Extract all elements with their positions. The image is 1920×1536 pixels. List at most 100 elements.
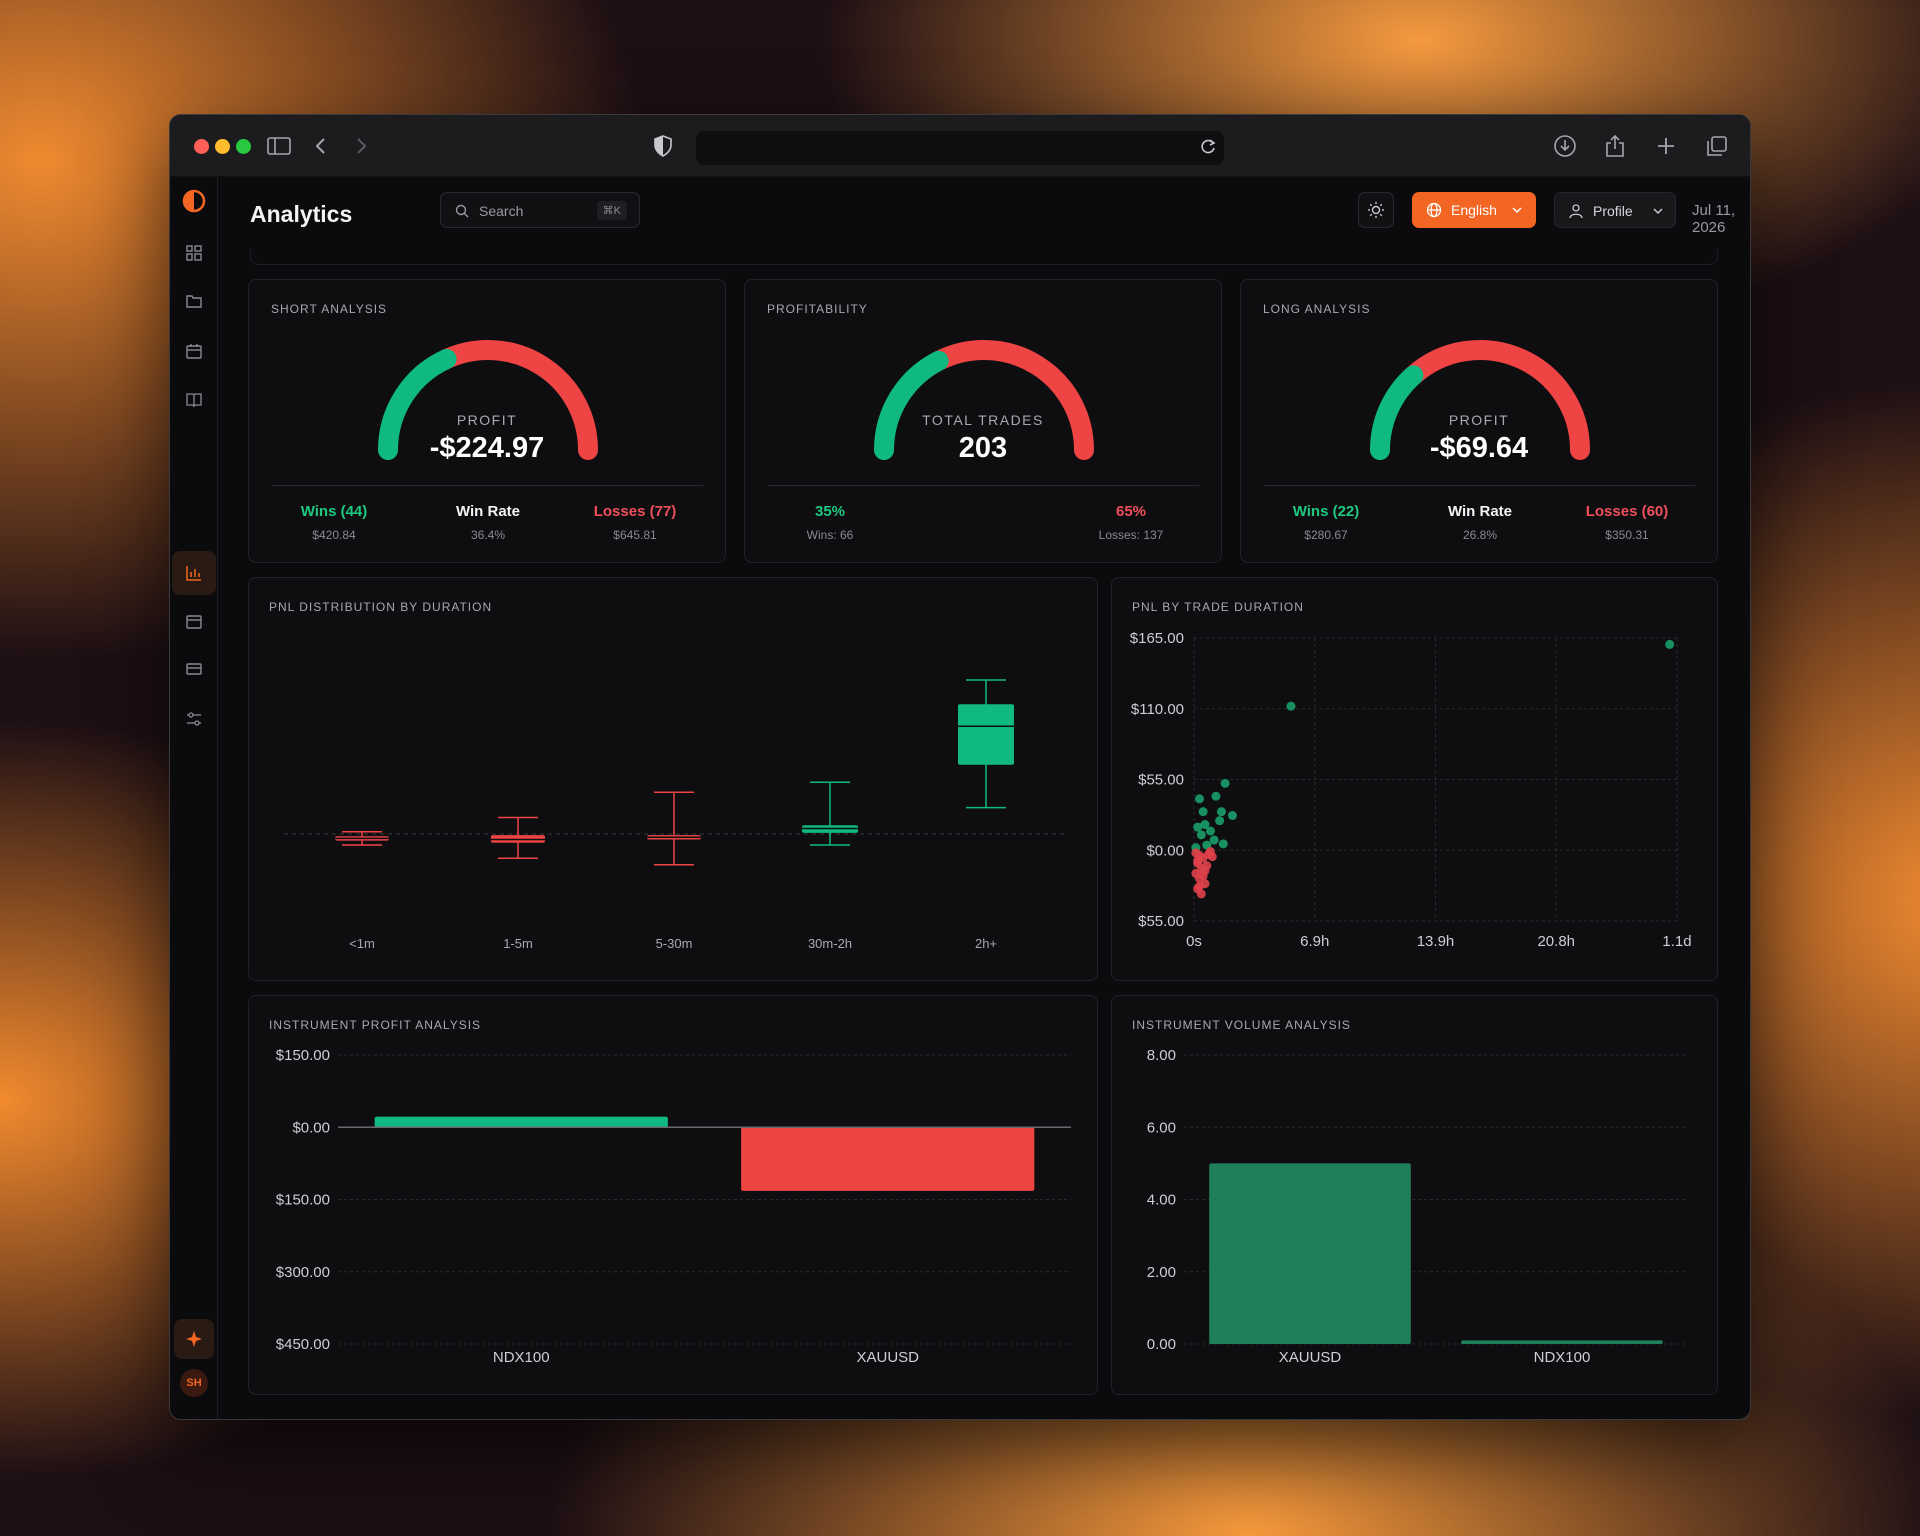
long-gauge: [1370, 340, 1590, 460]
x-tick-label: 5-30m: [656, 936, 693, 951]
back-icon[interactable]: [306, 131, 336, 161]
journal-book-icon[interactable]: [182, 387, 206, 411]
user-icon: [1569, 204, 1583, 219]
instrument-profit-chart: $150.00 $0.00 $150.00 $300.00 $450.00 NDX100 X…: [276, 1047, 1071, 1366]
chart-title: PNL DISTRIBUTION BY DURATION: [269, 600, 493, 614]
x-tick-label: 0s: [1186, 933, 1202, 950]
download-icon[interactable]: [1550, 131, 1580, 161]
x-tick-label: <1m: [349, 936, 375, 951]
calendar-icon[interactable]: [182, 339, 206, 363]
analytics-icon[interactable]: [182, 561, 206, 585]
settings-sliders-icon[interactable]: [182, 707, 206, 731]
losses-pct: 65%: [1115, 503, 1147, 520]
logo-icon[interactable]: [182, 189, 206, 213]
scatter-point: [1216, 807, 1226, 817]
y-tick-label: $0.00: [1146, 842, 1184, 859]
sidebar-toggle-icon[interactable]: [264, 131, 294, 161]
gauge-center-label: TOTAL TRADES: [922, 412, 1044, 428]
win-rate-value: 26.8%: [1462, 528, 1498, 542]
app-header: Analytics Search ⌘K English Profile Jul …: [218, 177, 1750, 249]
avatar[interactable]: SH: [180, 1369, 208, 1397]
x-tick-label: 20.8h: [1537, 933, 1575, 950]
browser-titlebar: [170, 115, 1750, 177]
divider: [271, 485, 703, 486]
sparkle-icon: [186, 1331, 202, 1347]
close-window-button[interactable]: [194, 139, 209, 154]
scatter-point: [1227, 811, 1237, 821]
gauge-win-arc: [378, 348, 457, 460]
y-tick-label: $110.00: [1131, 701, 1184, 718]
profile-dropdown[interactable]: Profile: [1554, 192, 1676, 228]
search-placeholder: Search: [479, 203, 524, 219]
card-title: SHORT ANALYSIS: [271, 302, 388, 316]
scatter-point: [1215, 816, 1225, 826]
divider: [767, 485, 1199, 486]
y-tick-label: 8.00: [1147, 1047, 1176, 1064]
instrument-volume-chart: 8.00 6.00 4.00 2.00 0.00 XAUUSD NDX100: [1147, 1047, 1688, 1366]
win-rate-stat: Win Rate 26.8%: [1400, 503, 1560, 542]
chart-title: PNL BY TRADE DURATION: [1132, 600, 1304, 614]
app-sidebar: SH: [170, 177, 218, 1419]
x-tick-label: 1.1d: [1662, 933, 1691, 950]
minimize-window-button[interactable]: [215, 139, 230, 154]
gauge-loss-arc: [928, 340, 1094, 460]
search-shortcut: ⌘K: [596, 201, 627, 220]
tab-overview-icon[interactable]: [1702, 131, 1732, 161]
zoom-window-button[interactable]: [236, 139, 251, 154]
long-analysis-card: LONG ANALYSIS PROFIT -$69.64 Wins (22) $…: [1240, 279, 1718, 563]
x-tick-label: 2h+: [975, 936, 997, 951]
scatter-point: [1193, 822, 1203, 832]
dashboard-icon[interactable]: [182, 241, 206, 265]
bar: [741, 1127, 1035, 1191]
y-tick-label: 4.00: [1147, 1192, 1176, 1209]
sidebar-active-indicator: [172, 551, 216, 595]
theme-toggle-button[interactable]: [1358, 192, 1394, 228]
search-input[interactable]: Search ⌘K: [440, 192, 640, 228]
schedule-icon[interactable]: [182, 609, 206, 633]
gauge-center-value: -$224.97: [429, 432, 545, 464]
short-gauge: [378, 340, 598, 460]
box-iqr: [958, 704, 1014, 765]
card-title: LONG ANALYSIS: [1263, 302, 1371, 316]
address-bar[interactable]: [696, 131, 1224, 165]
chevron-down-icon: [1512, 207, 1522, 214]
losses-stat: Losses (77) $645.81: [555, 503, 715, 542]
profile-label: Profile: [1593, 203, 1633, 219]
ai-assistant-button[interactable]: [174, 1319, 214, 1359]
losses-amount: $350.31: [1605, 528, 1649, 542]
chart-title: INSTRUMENT PROFIT ANALYSIS: [269, 1018, 482, 1032]
reload-icon[interactable]: [1198, 137, 1218, 162]
win-rate-value: 36.4%: [470, 528, 506, 542]
new-tab-icon[interactable]: [1651, 131, 1681, 161]
scatter-point: [1200, 866, 1210, 876]
y-tick-label: 6.00: [1147, 1119, 1176, 1136]
share-icon[interactable]: [1600, 131, 1630, 161]
bar: [374, 1116, 668, 1128]
y-tick-label: $0.00: [292, 1119, 330, 1136]
wins-amount: $280.67: [1304, 528, 1348, 542]
scatter-point: [1194, 794, 1204, 804]
gauge-loss-arc: [436, 340, 598, 460]
pnl-distribution-chart: <1m 1-5m 5-30m 30m-2h 2h+: [284, 679, 1064, 951]
scatter-point: [1200, 820, 1210, 830]
folder-chart-icon[interactable]: [182, 289, 206, 313]
privacy-shield-icon[interactable]: [648, 131, 678, 161]
wins-label: Wins (44): [300, 503, 368, 520]
pnl-by-duration-card: PNL BY TRADE DURATION $165.00 $110.00 $55.…: [1111, 577, 1718, 981]
y-tick-label: $450.00: [276, 1336, 330, 1353]
chart-title: INSTRUMENT VOLUME ANALYSIS: [1132, 1018, 1351, 1032]
instrument-volume-card: INSTRUMENT VOLUME ANALYSIS 8.00 6.00 4.00 2…: [1111, 995, 1718, 1395]
y-tick-label: $300.00: [276, 1264, 330, 1281]
x-tick-label: NDX100: [493, 1349, 550, 1366]
current-date: Jul 11, 2026: [1692, 202, 1736, 236]
bar: [1209, 1163, 1411, 1344]
credit-card-icon[interactable]: [182, 657, 206, 681]
win-rate-label: Win Rate: [455, 503, 521, 520]
losses-label: Losses (77): [593, 503, 677, 520]
wins-label: Wins (22): [1292, 503, 1360, 520]
previous-card-edge: [250, 249, 1718, 265]
forward-icon[interactable]: [346, 131, 376, 161]
gauge-center-label: PROFIT: [1448, 412, 1510, 428]
language-dropdown[interactable]: English: [1412, 192, 1536, 228]
